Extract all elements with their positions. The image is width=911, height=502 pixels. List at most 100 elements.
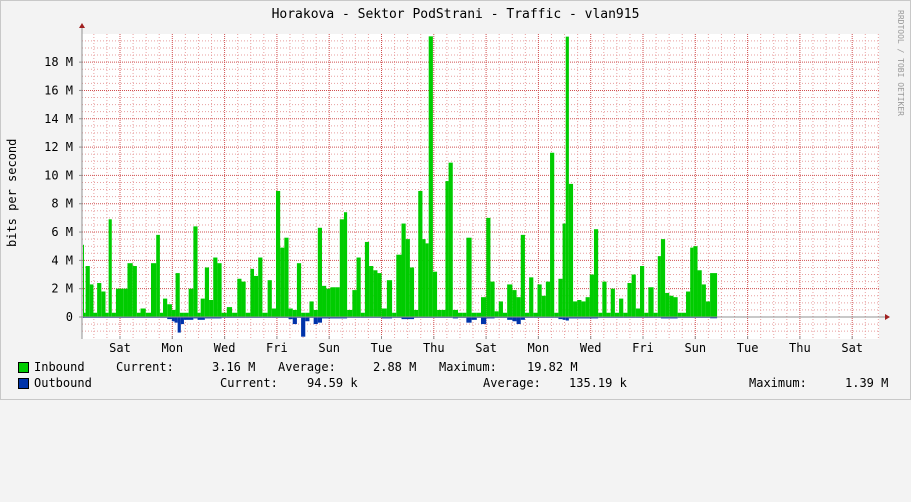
- inbound-bar: [533, 312, 538, 317]
- inbound-bar: [610, 288, 615, 317]
- inbound-bar: [589, 274, 594, 317]
- outbound-bar: [204, 317, 222, 319]
- outbound-bar: [313, 317, 318, 325]
- outbound-bar: [471, 317, 477, 320]
- inbound-bar: [422, 239, 426, 317]
- inbound-bar: [132, 266, 137, 317]
- outbound-bar: [193, 317, 198, 319]
- inbound-bar: [301, 312, 306, 317]
- inbound-bar: [428, 36, 433, 317]
- outbound-bar: [481, 317, 487, 325]
- inbound-bar: [432, 271, 438, 317]
- inbound-bar: [150, 263, 157, 317]
- inbound-bar: [386, 280, 393, 317]
- inbound-bar: [183, 312, 189, 317]
- inbound-bar: [573, 301, 578, 317]
- inbound-bar: [441, 309, 446, 317]
- y-tick-label: 12 M: [44, 140, 73, 154]
- inbound-bar: [111, 312, 116, 317]
- inbound-bar: [494, 311, 499, 317]
- y-tick-label: 18 M: [44, 55, 73, 69]
- inbound-bar: [159, 312, 164, 317]
- inbound-bar: [188, 288, 194, 317]
- y-tick-label: 8 M: [51, 197, 73, 211]
- y-tick-label: 14 M: [44, 112, 73, 126]
- inbound-bar: [101, 291, 106, 317]
- inbound-bar: [512, 290, 517, 317]
- inbound-legend-name: Inbound: [34, 360, 85, 374]
- outbound-bar: [171, 317, 175, 322]
- inbound-bar: [568, 183, 574, 317]
- x-tick-label: Tue: [371, 341, 393, 355]
- inbound-bar: [204, 267, 210, 317]
- outbound-bar: [167, 317, 172, 320]
- outbound-bar: [305, 317, 310, 322]
- inbound-bar: [606, 312, 611, 317]
- outbound-maximum-label: Maximum:: [749, 376, 807, 390]
- y-tick-label: 4 M: [51, 253, 73, 267]
- inbound-bar: [163, 298, 168, 317]
- y-tick-label: 0: [66, 310, 73, 324]
- outbound-bar: [292, 317, 297, 325]
- inbound-bar: [405, 239, 410, 317]
- inbound-bar: [322, 285, 327, 317]
- inbound-average-label: Average:: [278, 360, 336, 374]
- inbound-bar: [705, 301, 711, 317]
- inbound-average-value: 2.88 M: [373, 360, 417, 374]
- inbound-bar: [221, 312, 227, 317]
- inbound-bar: [245, 312, 251, 317]
- outbound-average-label: Average:: [483, 376, 541, 390]
- inbound-bar: [305, 312, 310, 317]
- data-layer: [83, 36, 718, 337]
- inbound-bar: [356, 257, 361, 317]
- inbound-bar: [115, 288, 124, 317]
- inbound-bar: [502, 312, 508, 317]
- inbound-bar: [648, 287, 654, 317]
- outbound-bar: [197, 317, 205, 320]
- inbound-bar: [352, 290, 357, 317]
- inbound-bar: [171, 309, 176, 317]
- tick-label-layer: Sat Mon Wed Fri Sun Tue Thu Sat Mon Wed Fri Sun Tue T…: [44, 55, 863, 355]
- inbound-swatch: [18, 362, 29, 373]
- inbound-maximum-value: 19.82 M: [527, 360, 578, 374]
- outbound-bar: [512, 317, 517, 322]
- inbound-bar: [677, 312, 682, 317]
- legend-row-inbound: Inbound Current: 3.16 M Average: 2.88 M …: [0, 360, 911, 376]
- inbound-bar: [529, 277, 534, 317]
- inbound-bar: [425, 243, 429, 317]
- x-tick-label: Fri: [266, 341, 288, 355]
- x-tick-label: Thu: [423, 341, 445, 355]
- outbound-bar: [516, 317, 521, 325]
- inbound-bar: [108, 219, 112, 317]
- inbound-bar: [644, 312, 649, 317]
- inbound-current-label: Current:: [116, 360, 174, 374]
- inbound-bar: [669, 295, 674, 317]
- plot-background: [82, 34, 879, 339]
- outbound-bar: [401, 317, 415, 320]
- inbound-bar: [377, 273, 382, 317]
- inbound-bar: [401, 223, 406, 317]
- traffic-plot: Sat Mon Wed Fri Sun Tue Thu Sat Mon Wed Fri Sun Tue T…: [44, 23, 890, 355]
- x-tick-label: Sat: [475, 341, 497, 355]
- inbound-bar: [85, 266, 90, 317]
- inbound-bar: [335, 287, 340, 317]
- inbound-bar: [123, 288, 128, 317]
- outbound-current-label: Current:: [220, 376, 278, 390]
- legend-row-outbound: Outbound Current: 94.59 k Average: 135.1…: [0, 376, 911, 392]
- inbound-bar: [326, 288, 331, 317]
- outbound-bar: [486, 317, 495, 319]
- inbound-bar: [562, 223, 566, 317]
- outbound-bar: [660, 317, 678, 319]
- inbound-bar: [577, 300, 582, 317]
- inbound-bar: [254, 275, 259, 317]
- x-tick-label: Mon: [161, 341, 183, 355]
- inbound-bar: [466, 237, 472, 317]
- inbound-bar: [627, 283, 632, 317]
- y-tick-label: 16 M: [44, 83, 73, 97]
- inbound-bar: [507, 284, 513, 317]
- y-tick-label: 6 M: [51, 225, 73, 239]
- inbound-bar: [179, 312, 184, 317]
- inbound-bar: [414, 309, 419, 317]
- inbound-bar: [156, 234, 160, 317]
- inbound-bar: [140, 308, 146, 317]
